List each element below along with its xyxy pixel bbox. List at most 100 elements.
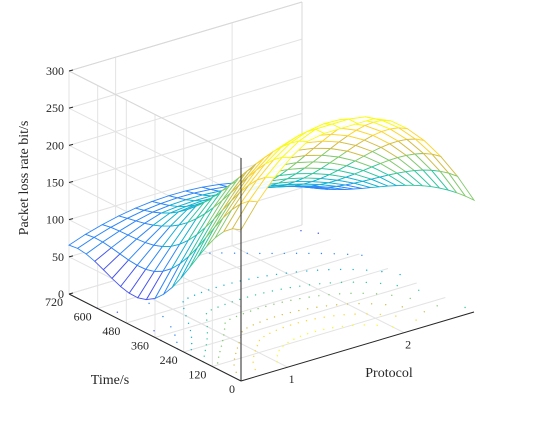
contour-point xyxy=(215,286,217,289)
contour-point xyxy=(308,284,311,286)
z-tick-mark xyxy=(68,255,74,258)
contour-point xyxy=(183,307,185,310)
contour-point xyxy=(253,355,255,358)
contour-point xyxy=(229,318,231,321)
contour-point xyxy=(256,344,259,347)
contour-point xyxy=(200,291,203,294)
contour-point xyxy=(278,349,280,352)
contour-point xyxy=(328,269,330,271)
contour-point xyxy=(341,325,344,328)
contour-point xyxy=(409,297,411,300)
contour-point xyxy=(249,310,252,312)
contour-point xyxy=(204,349,207,352)
contour-point xyxy=(221,252,223,254)
contour-point xyxy=(246,327,248,329)
z-tick-label: 300 xyxy=(46,64,64,78)
contour-point xyxy=(276,355,279,357)
contour-point xyxy=(375,293,378,295)
contour-point xyxy=(340,281,343,284)
contour-point xyxy=(281,301,283,303)
contour-point xyxy=(231,301,233,303)
contour-point xyxy=(314,318,316,320)
contour-point xyxy=(306,308,309,310)
gridline-floor-y xyxy=(126,253,360,324)
contour-point xyxy=(217,306,219,308)
contour-point xyxy=(298,309,300,312)
contour-point xyxy=(365,269,368,271)
y-axis-label: Time/s xyxy=(91,373,129,388)
contour-point xyxy=(352,268,354,271)
contour-point xyxy=(314,330,317,333)
y-tick-label: 120 xyxy=(188,368,206,382)
contour-point xyxy=(263,292,265,294)
contour-point xyxy=(415,319,417,321)
contour-point xyxy=(280,288,282,290)
contour-point xyxy=(182,301,184,303)
contour-point xyxy=(231,282,233,284)
box-edge xyxy=(68,70,242,159)
contour-point xyxy=(289,324,292,326)
contour-point xyxy=(335,304,338,306)
z-tick-label: 150 xyxy=(46,176,64,190)
gridline-z-back xyxy=(68,38,303,109)
contour-point xyxy=(317,232,320,234)
contour-point xyxy=(235,352,237,355)
contour-point xyxy=(259,252,261,255)
contour-point xyxy=(224,303,226,306)
surface-patch xyxy=(447,172,476,202)
contour-point xyxy=(346,303,349,305)
contour-point xyxy=(289,286,292,289)
contour-point xyxy=(323,328,325,331)
contour-point xyxy=(366,313,368,315)
contour-point xyxy=(190,348,193,351)
z-tick-label: 250 xyxy=(46,101,64,115)
floor-contour-projection xyxy=(96,230,466,374)
contour-point xyxy=(391,326,394,328)
contour-point xyxy=(339,268,342,271)
contour-point xyxy=(207,289,210,291)
contour-point xyxy=(295,252,298,255)
contour-point xyxy=(300,230,302,232)
contour-point xyxy=(319,283,321,285)
contour-point xyxy=(287,341,289,344)
contour-point xyxy=(174,334,176,336)
contour-point xyxy=(308,296,310,298)
x-tick-label: 2 xyxy=(405,338,411,352)
y-tick-label: 0 xyxy=(229,382,235,396)
contour-point xyxy=(190,342,193,345)
contour-point xyxy=(258,339,261,342)
contour-point xyxy=(329,282,332,284)
contour-point xyxy=(263,335,265,338)
contour-point xyxy=(276,361,278,363)
contour-point xyxy=(363,324,365,326)
contour-point xyxy=(293,338,295,340)
contour-point xyxy=(333,253,335,255)
contour-point xyxy=(299,285,301,287)
contour-point xyxy=(266,318,268,321)
gridline-floor-y xyxy=(212,297,446,367)
contour-point xyxy=(203,355,205,357)
contour-point xyxy=(318,295,320,297)
tick-labels: 0 50 100 150 200 250 300 0 120 240 360 480 600 720 1 2 xyxy=(45,64,411,396)
x-axis-line xyxy=(240,311,475,382)
contour-point xyxy=(354,313,356,315)
surface-mesh xyxy=(68,116,476,301)
contour-point xyxy=(273,316,276,318)
contour-point xyxy=(328,294,330,296)
contour-point xyxy=(116,311,119,313)
contour-point xyxy=(376,324,378,327)
contour-point xyxy=(358,302,360,305)
contour-point xyxy=(190,336,193,338)
contour-point xyxy=(282,326,284,329)
contour-point xyxy=(346,253,349,256)
x-tick-label: 1 xyxy=(289,372,295,386)
contour-point xyxy=(379,282,382,285)
contour-point xyxy=(401,306,404,308)
contour-point xyxy=(252,324,254,326)
contour-point xyxy=(193,294,196,296)
contour-point xyxy=(185,315,187,317)
contour-point xyxy=(206,325,208,328)
z-tick-mark xyxy=(68,292,74,295)
contour-point xyxy=(153,330,155,332)
